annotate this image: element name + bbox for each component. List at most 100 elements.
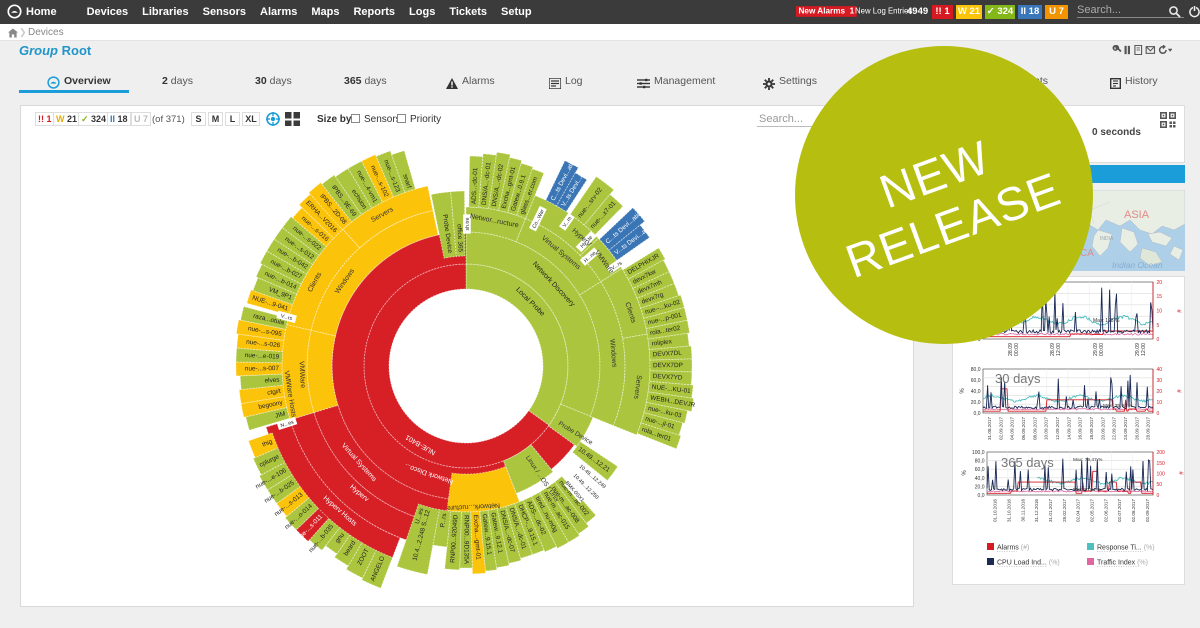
svg-text:DEVX7DP: DEVX7DP — [653, 362, 683, 369]
svg-text:CA: CA — [1080, 248, 1094, 259]
svg-text:10: 10 — [1157, 400, 1163, 406]
svg-text:12.09.2017: 12.09.2017 — [1055, 417, 1060, 440]
svg-text:40,0: 40,0 — [975, 476, 985, 482]
svg-text:18.09.2017: 18.09.2017 — [1089, 417, 1094, 440]
svg-text:02.06.2017: 02.06.2017 — [1103, 499, 1108, 522]
svg-text:02.09.2017: 02.09.2017 — [1145, 499, 1150, 522]
svg-text:100,0: 100,0 — [972, 450, 985, 456]
svg-text:Windows: Windows — [608, 339, 617, 368]
svg-text:Network...ructure: Network...ructure — [446, 501, 500, 511]
svg-text:80,0: 80,0 — [975, 459, 985, 465]
svg-text:Min: 20,84 %: Min: 20,84 % — [1073, 487, 1102, 493]
svg-text:ASIA: ASIA — [1124, 209, 1150, 221]
svg-text:20,0: 20,0 — [971, 400, 981, 406]
svg-text:02.05.2017: 02.05.2017 — [1090, 499, 1095, 522]
svg-text:ctgi/t: ctgi/t — [267, 388, 282, 397]
svg-text:NUE-...KU-01: NUE-...KU-01 — [651, 384, 691, 395]
svg-text:31.12.2016: 31.12.2016 — [1034, 499, 1039, 522]
svg-text:JIM: JIM — [274, 410, 286, 419]
svg-text:nue-...s-026: nue-...s-026 — [246, 339, 281, 350]
svg-text:02.04.2017: 02.04.2017 — [1076, 499, 1081, 522]
svg-text:40: 40 — [1157, 367, 1163, 373]
svg-text:20,0: 20,0 — [975, 484, 985, 490]
svg-text:#: # — [1175, 309, 1181, 313]
svg-text:28.09: 28.09 — [1008, 343, 1014, 356]
svg-text:0: 0 — [978, 337, 981, 343]
svg-text:16.09.2017: 16.09.2017 — [1078, 417, 1083, 440]
svg-text:V...m: V...m — [562, 216, 574, 229]
svg-text:15: 15 — [1157, 294, 1163, 300]
svg-text:RNP00...92049D: RNP00...92049D — [449, 514, 459, 563]
svg-text:V...rs: V...rs — [280, 313, 293, 322]
svg-text:50: 50 — [1157, 482, 1163, 488]
svg-text:12:00: 12:00 — [1141, 343, 1147, 356]
svg-text:nue-...s-007: nue-...s-007 — [245, 365, 280, 372]
svg-text:Alarms (#): Alarms (#) — [997, 545, 1029, 552]
svg-text:Response Ti... (%): Response Ti... (%) — [1097, 545, 1155, 552]
svg-text:RNP00...9D135A: RNP00...9D135A — [462, 515, 469, 565]
svg-text:29.09: 29.09 — [1135, 343, 1141, 356]
svg-text:begoony: begoony — [258, 399, 284, 411]
svg-text:Traffic Index (%): Traffic Index (%) — [1097, 560, 1148, 567]
svg-text:Max: 79,47 %: Max: 79,47 % — [1073, 457, 1103, 463]
svg-text:N...es: N...es — [280, 419, 295, 429]
svg-text:INDIA: INDIA — [1100, 236, 1114, 242]
svg-text:10.09.2017: 10.09.2017 — [1044, 417, 1049, 440]
svg-text:roliplex: roliplex — [651, 338, 673, 347]
svg-text:28.09.2017: 28.09.2017 — [1146, 417, 1151, 440]
svg-text:Servers: Servers — [632, 375, 642, 400]
svg-text:100: 100 — [1157, 472, 1166, 478]
svg-text:00:00: 00:00 — [1099, 343, 1105, 356]
svg-text:snarf: snarf — [401, 173, 412, 189]
svg-text:31.01.2017: 31.01.2017 — [1048, 499, 1053, 522]
svg-text:CPU Load Ind... (%): CPU Load Ind... (%) — [997, 560, 1060, 567]
svg-text:02.07.2017: 02.07.2017 — [1117, 499, 1122, 522]
svg-text:02.09.2017: 02.09.2017 — [998, 417, 1003, 440]
svg-text:28.09: 28.09 — [1050, 343, 1056, 356]
svg-text:nue-...e-019: nue-...e-019 — [245, 352, 280, 361]
svg-text:08.09.2017: 08.09.2017 — [1032, 417, 1037, 440]
svg-text:0: 0 — [1157, 493, 1160, 499]
svg-text:thig: thig — [261, 438, 274, 448]
svg-text:30: 30 — [1157, 378, 1163, 384]
svg-text:365 days: 365 days — [1001, 455, 1054, 470]
svg-text:20.09.2017: 20.09.2017 — [1100, 417, 1105, 440]
svg-text:80,0: 80,0 — [971, 367, 981, 373]
svg-text:V...rs: V...rs — [610, 260, 623, 272]
svg-text:%: % — [960, 388, 966, 394]
svg-text:02.08.2017: 02.08.2017 — [1131, 499, 1136, 522]
svg-text:30 days: 30 days — [995, 371, 1041, 386]
svg-text:U...es: U...es — [414, 507, 425, 525]
svg-text:12:00: 12:00 — [1056, 343, 1062, 356]
svg-text:10: 10 — [1157, 309, 1163, 315]
svg-text:0,0: 0,0 — [974, 411, 981, 417]
svg-text:0,0: 0,0 — [978, 493, 985, 499]
svg-text:31.08.2017: 31.08.2017 — [987, 417, 992, 440]
svg-text:0: 0 — [1157, 337, 1160, 343]
svg-text:60,0: 60,0 — [975, 467, 985, 473]
svg-text:30.11.2016: 30.11.2016 — [1020, 499, 1025, 522]
svg-text:#: # — [1175, 389, 1181, 393]
svg-text:Indian Ocean: Indian Ocean — [1112, 260, 1163, 270]
svg-text:VMWare: VMWare — [297, 361, 305, 388]
svg-text:%: % — [962, 470, 968, 476]
svg-text:01.10.2016: 01.10.2016 — [993, 499, 998, 522]
svg-text:04.09.2017: 04.09.2017 — [1010, 417, 1015, 440]
svg-text:DNS/A...-dc-01: DNS/A...-dc-01 — [481, 161, 493, 205]
svg-text:200: 200 — [1157, 450, 1166, 456]
svg-text:00:00: 00:00 — [1014, 343, 1020, 356]
svg-text:20: 20 — [1157, 280, 1163, 286]
svg-text:ADS...-dc-01: ADS...-dc-01 — [471, 167, 480, 204]
svg-text:29.09: 29.09 — [1093, 343, 1099, 356]
svg-text:sh.tre: sh.tre — [465, 217, 471, 230]
svg-text:Max: 128 %: Max: 128 % — [1093, 318, 1120, 324]
svg-text:14.09.2017: 14.09.2017 — [1066, 417, 1071, 440]
svg-text:22.09.2017: 22.09.2017 — [1112, 417, 1117, 440]
svg-text:26.09.2017: 26.09.2017 — [1134, 417, 1139, 440]
svg-text:28.02.2017: 28.02.2017 — [1062, 499, 1067, 522]
svg-text:40,0: 40,0 — [971, 389, 981, 395]
svg-text:Max: 35,94 %: Max: 35,94 % — [1103, 403, 1133, 409]
svg-text:20: 20 — [1157, 389, 1163, 395]
svg-text:elves: elves — [264, 377, 279, 385]
svg-text:P...rs: P...rs — [439, 513, 448, 528]
